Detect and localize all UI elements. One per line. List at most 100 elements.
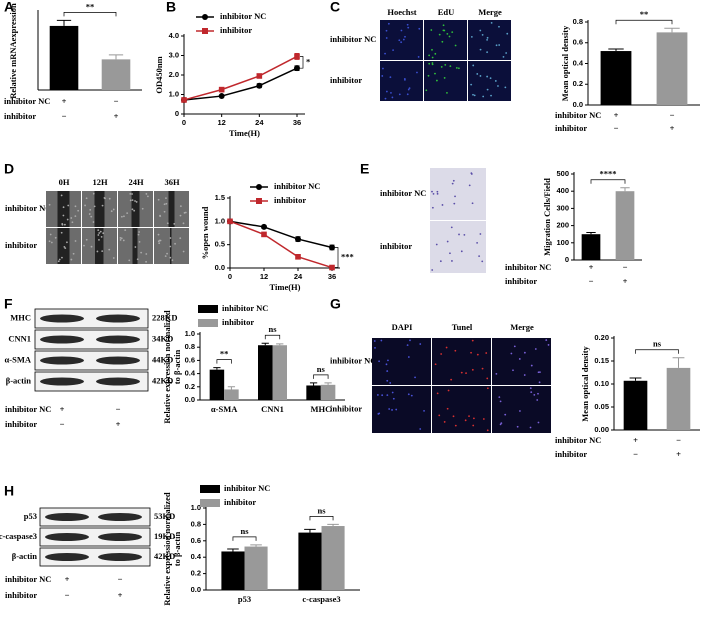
cell [449, 65, 452, 68]
condition-label: inhibitor [555, 123, 587, 133]
condition-sign: − [623, 262, 628, 272]
significance-label: ns [653, 339, 662, 349]
cell [104, 197, 106, 200]
cell [179, 205, 182, 208]
y-tick-label: 200 [556, 221, 569, 230]
band-size: 53KD [154, 511, 175, 521]
condition-label: inhibitor [5, 590, 37, 600]
cell [472, 93, 474, 96]
cell [530, 391, 533, 393]
cell [182, 222, 185, 225]
cell [472, 417, 475, 420]
cell [131, 208, 134, 211]
y-tick-label: 500 [556, 169, 569, 178]
cell [101, 250, 104, 253]
significance-bracket [300, 56, 304, 69]
cell [392, 49, 394, 52]
y-tick-label: 1.5 [215, 193, 225, 202]
cell [516, 425, 519, 428]
cell [440, 66, 443, 68]
legend-label: inhibitor NC [222, 303, 268, 313]
cell [90, 215, 93, 218]
cell [98, 232, 101, 234]
legend-label: inhibitor NC [274, 181, 320, 191]
blot-band [96, 377, 140, 386]
cell [48, 203, 51, 206]
x-tick-label: α-SMA [211, 404, 238, 414]
cell [407, 393, 410, 396]
cell [451, 31, 454, 34]
micrograph [468, 61, 511, 101]
y-tick-label: 3.0 [169, 50, 179, 59]
cell [145, 253, 148, 255]
cell [446, 407, 449, 410]
micrograph [424, 61, 467, 101]
legend-swatch [200, 485, 220, 493]
marker [218, 93, 225, 100]
significance-bracket [335, 247, 339, 268]
cell [390, 91, 392, 94]
cell [504, 86, 507, 89]
image-column-label: EdU [438, 7, 455, 17]
error-bar [620, 187, 630, 192]
cell [100, 235, 103, 238]
cell [407, 88, 410, 91]
cell [486, 51, 489, 54]
marker [227, 218, 233, 225]
bar [615, 191, 635, 260]
y-tick-label: 0.05 [594, 402, 609, 411]
cell [486, 429, 489, 432]
significance-bracket [232, 536, 257, 541]
cell [84, 204, 86, 207]
bar [656, 32, 688, 105]
cell [471, 202, 474, 205]
bar [101, 59, 131, 90]
y-tick-label: 0.6 [573, 38, 583, 47]
cell [182, 250, 185, 253]
cell [392, 397, 395, 400]
cell [101, 204, 104, 207]
cell [453, 202, 456, 205]
condition-label: inhibitor [5, 419, 37, 429]
cell [376, 394, 379, 396]
blot-band [45, 533, 89, 541]
cell [157, 198, 160, 201]
cell [455, 67, 458, 69]
y-tick-label: 1.0 [169, 89, 179, 98]
cell [138, 231, 140, 233]
bar [320, 384, 336, 400]
cell [410, 394, 413, 397]
micrograph [430, 221, 486, 273]
y-tick-label: 0.8 [191, 519, 201, 528]
cell [454, 424, 457, 427]
cell [423, 409, 425, 412]
blot-strip [34, 371, 149, 392]
cell [128, 259, 131, 262]
cell [444, 63, 447, 66]
cell [99, 230, 102, 233]
cell [436, 392, 439, 395]
cell [97, 234, 100, 236]
condition-sign: + [65, 574, 70, 584]
cell [436, 192, 439, 195]
cell [486, 387, 489, 390]
marker [181, 97, 187, 103]
legend-marker [202, 14, 208, 20]
cell [120, 237, 123, 240]
cell [174, 242, 176, 245]
cell [523, 374, 526, 376]
legend-marker [202, 28, 208, 34]
band-size: 44KD [152, 354, 173, 364]
cell [131, 193, 133, 195]
cell [438, 33, 441, 36]
y-tick-label: 0.8 [573, 17, 583, 26]
cell [502, 55, 505, 58]
error-bar [227, 548, 239, 552]
band-label: CNN1 [8, 333, 31, 343]
cell [498, 25, 500, 28]
cell [447, 389, 450, 392]
x-tick-label: p53 [238, 594, 251, 604]
cell [470, 351, 472, 354]
bar [666, 367, 691, 430]
image-row-label: inhibitor NC [330, 34, 376, 44]
